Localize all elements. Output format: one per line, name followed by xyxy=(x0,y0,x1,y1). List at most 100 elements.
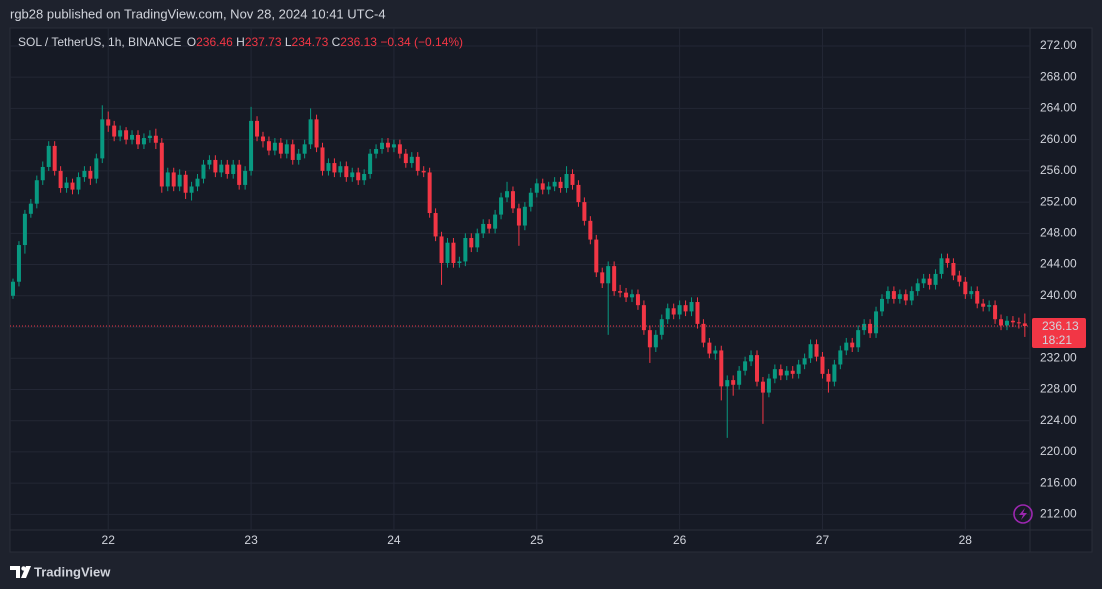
candle-body xyxy=(802,358,807,365)
y-tick-label: 240.00 xyxy=(1040,288,1077,302)
candle-body xyxy=(135,134,140,145)
candle-body xyxy=(689,302,694,312)
y-tick-label: 260.00 xyxy=(1040,132,1077,146)
candle-body xyxy=(874,311,879,334)
logo-mark xyxy=(10,566,20,578)
candle-body xyxy=(34,180,39,204)
symbol: SOL / TetherUS, 1h, BINANCE xyxy=(18,35,181,49)
candle-body xyxy=(987,305,992,307)
open-value: 236.46 xyxy=(196,35,233,49)
candle-body xyxy=(832,364,837,382)
change: −0.34 (−0.14%) xyxy=(380,35,463,49)
candle-body xyxy=(52,145,57,171)
candle-body xyxy=(951,262,956,276)
candle-body xyxy=(677,305,682,315)
candle-body xyxy=(749,355,754,362)
y-tick-label: 216.00 xyxy=(1040,475,1077,489)
candle-body xyxy=(582,202,587,221)
candle-body xyxy=(862,323,867,331)
candle-body xyxy=(183,174,188,193)
high-value: 237.73 xyxy=(245,35,282,49)
candle-body xyxy=(725,380,730,387)
ohlc-label: L xyxy=(285,35,292,49)
y-tick-label: 248.00 xyxy=(1040,226,1077,240)
candle-body xyxy=(641,305,646,331)
candle-body xyxy=(915,283,920,292)
candle-body xyxy=(921,278,926,284)
y-tick-label: 228.00 xyxy=(1040,382,1077,396)
candle-body xyxy=(451,242,456,263)
candle-body xyxy=(969,291,974,295)
candle-body xyxy=(124,130,129,140)
candle-body xyxy=(213,159,218,173)
candle-body xyxy=(22,213,27,246)
candle-body xyxy=(487,223,492,229)
candle-body xyxy=(260,136,265,142)
candle-body xyxy=(100,119,105,159)
x-tick-label: 27 xyxy=(816,533,830,547)
candle-body xyxy=(939,258,944,274)
legend: SOL / TetherUS, 1h, BINANCE O236.46 H237… xyxy=(18,35,463,49)
y-tick-label: 220.00 xyxy=(1040,444,1077,458)
candle-body xyxy=(189,186,194,193)
candle-body xyxy=(1010,320,1015,323)
candle-body xyxy=(826,373,831,382)
candle-body xyxy=(350,172,355,178)
candle-body xyxy=(903,294,908,301)
candle-body xyxy=(522,206,527,226)
last-price-box xyxy=(1032,317,1086,348)
x-tick-label: 22 xyxy=(102,533,116,547)
candle-body xyxy=(165,172,170,187)
candle-body xyxy=(88,170,93,179)
candle-body xyxy=(975,291,980,304)
candle-body xyxy=(70,182,75,190)
close-value: 236.13 xyxy=(340,35,377,49)
candle-body xyxy=(653,334,658,348)
candle-body xyxy=(308,119,313,145)
candle-body xyxy=(719,350,724,387)
logo-slash xyxy=(21,566,31,578)
x-tick-label: 26 xyxy=(673,533,687,547)
candle-body xyxy=(945,258,950,263)
candle-body xyxy=(552,181,557,187)
candle-body xyxy=(159,142,164,187)
candle-body xyxy=(368,153,373,174)
ohlc-label: O xyxy=(187,35,196,49)
y-tick-label: 224.00 xyxy=(1040,413,1077,427)
candle-body xyxy=(850,342,855,348)
candle-body xyxy=(272,142,277,151)
candle-body xyxy=(320,147,325,171)
countdown-label: 18:21 xyxy=(1042,333,1072,347)
candle-body xyxy=(28,203,33,214)
candle-body xyxy=(326,163,331,171)
candle-body xyxy=(540,183,545,190)
candle-body xyxy=(112,125,117,137)
candle-body xyxy=(207,159,212,165)
candle-body xyxy=(481,223,486,234)
candle-body xyxy=(58,170,63,189)
icon-bolt xyxy=(1019,508,1027,520)
candle-body xyxy=(600,272,605,284)
candle-body xyxy=(790,370,795,374)
candle-body xyxy=(362,173,367,181)
candle-body xyxy=(635,294,640,306)
candle-body xyxy=(868,323,873,334)
x-tick-label: 25 xyxy=(530,533,544,547)
candle-body xyxy=(820,356,825,374)
candle-body xyxy=(255,120,260,137)
candle-body xyxy=(534,183,539,193)
candle-body xyxy=(772,369,777,379)
y-tick-label: 272.00 xyxy=(1040,38,1077,52)
candle-body xyxy=(40,166,45,181)
grid xyxy=(10,28,1030,530)
candle-body xyxy=(106,119,111,126)
candle-body xyxy=(630,294,635,298)
candle-body xyxy=(266,141,271,151)
candle-body xyxy=(760,381,765,393)
candle-body xyxy=(46,145,51,167)
candle-body xyxy=(445,242,450,263)
candle-body xyxy=(76,177,81,190)
candle-body xyxy=(177,174,182,187)
